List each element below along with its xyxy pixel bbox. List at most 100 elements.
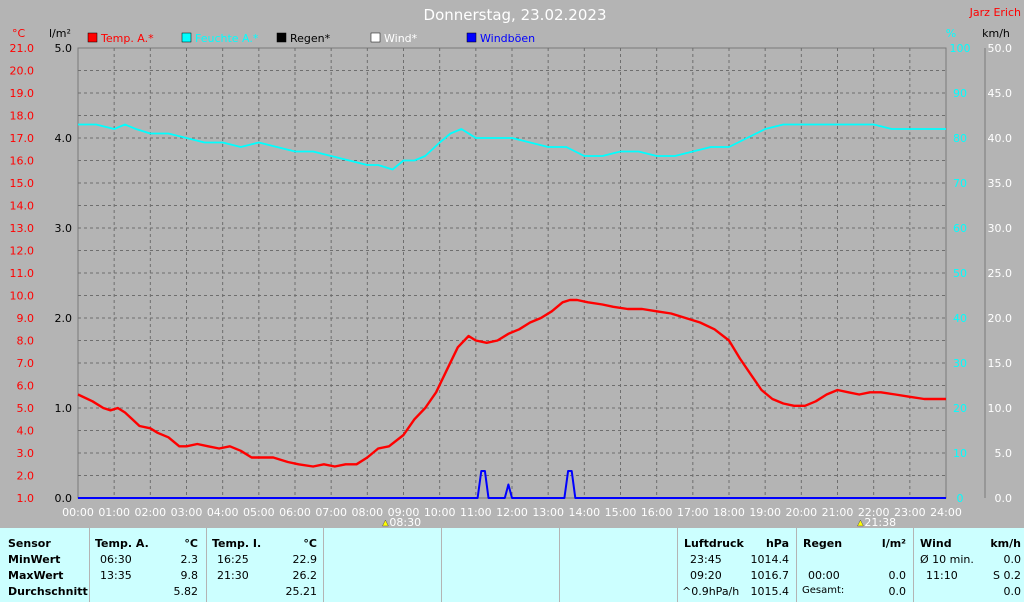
humidity-tick-label: 100: [950, 42, 971, 55]
x-tick-label: 17:00: [677, 506, 709, 519]
rain-tick-label: 4.0: [55, 132, 73, 145]
pressure-unit: hPa: [765, 537, 789, 550]
rain-row2-value: 0.0: [888, 569, 907, 582]
stats-sensor-column: Sensor MinWert MaxWert Durchschnitt: [0, 528, 89, 602]
temp-tick-label: 15.0: [10, 177, 35, 190]
stats-max-label: MaxWert: [8, 569, 64, 582]
temp-unit-label: °C: [12, 27, 26, 40]
x-tick-label: 20:00: [785, 506, 817, 519]
legend-swatch: [466, 32, 477, 43]
wind-row2-value: S 0.2: [993, 569, 1021, 582]
temp-i-min-value: 22.9: [292, 553, 318, 566]
rain-tick-label: 0.0: [55, 492, 73, 505]
rain-tick-label: 1.0: [55, 402, 73, 415]
temp-tick-label: 19.0: [10, 87, 35, 100]
rain-header: Regen: [803, 537, 843, 550]
temp-tick-label: 17.0: [10, 132, 35, 145]
x-tick-label: 11:00: [460, 506, 492, 519]
wind-unit: km/h: [990, 537, 1021, 550]
x-tick-label: 10:00: [424, 506, 456, 519]
pressure-row3-value: 1015.4: [750, 585, 790, 598]
temp-i-max-time: 21:30: [217, 569, 249, 582]
rain-row2-time: 00:00: [808, 569, 840, 582]
x-tick-label: 16:00: [641, 506, 673, 519]
temp-tick-label: 3.0: [17, 447, 35, 460]
pressure-row2-value: 1016.7: [750, 569, 790, 582]
legend: Temp. A.* Feuchte A.* Regen* Wind* Windböen: [87, 32, 535, 45]
x-tick-label: 21:00: [822, 506, 854, 519]
pressure-header: Luftdruck: [684, 537, 744, 550]
wind-tick-label: 10.0: [988, 402, 1013, 415]
temp-tick-label: 18.0: [10, 110, 35, 123]
legend-swatch: [87, 32, 98, 43]
legend-label: Feuchte A.*: [195, 32, 259, 45]
temp-tick-label: 21.0: [10, 42, 35, 55]
x-tick-label: 00:00: [62, 506, 94, 519]
humidity-tick-label: 20: [953, 402, 967, 415]
sunset-time: 21:38: [864, 516, 896, 528]
station-name: Jarz Erich: [969, 6, 1021, 19]
temp-tick-label: 2.0: [17, 470, 35, 483]
chart-title: Donnerstag, 23.02.2023: [424, 6, 607, 24]
humidity-unit-label: %: [946, 27, 956, 40]
x-tick-label: 12:00: [496, 506, 528, 519]
x-tick-label: 13:00: [532, 506, 564, 519]
rain-unit: l/m²: [881, 537, 906, 550]
temp-a-header: Temp. A.: [95, 537, 149, 550]
wind-tick-label: 5.0: [995, 447, 1013, 460]
x-tick-label: 22:00: [858, 506, 890, 519]
temp-tick-label: 11.0: [10, 267, 35, 280]
temp-a-max-time: 13:35: [100, 569, 132, 582]
x-tick-label: 23:00: [894, 506, 926, 519]
stats-panel: Sensor MinWert MaxWert Durchschnitt Temp…: [0, 528, 1024, 602]
x-tick-label: 04:00: [207, 506, 239, 519]
legend-label: Regen*: [290, 32, 331, 45]
wind-row2-time: 11:10: [926, 569, 958, 582]
x-tick-label: 07:00: [315, 506, 347, 519]
legend-swatch: [276, 32, 287, 43]
sunrise-icon: [382, 519, 389, 527]
temp-tick-label: 10.0: [10, 290, 35, 303]
stats-temp-a-column: Temp. A. °C 06:30 2.3 13:35 9.8 5.82: [90, 528, 206, 602]
stats-pressure-column: Luftdruck hPa 23:45 1014.4 09:20 1016.7 …: [678, 528, 796, 602]
temp-a-unit: °C: [184, 537, 198, 550]
x-tick-label: 14:00: [568, 506, 600, 519]
rain-total-value: 0.0: [888, 585, 907, 598]
temp-i-max-value: 26.2: [292, 569, 318, 582]
wind-tick-label: 45.0: [988, 87, 1013, 100]
rain-tick-label: 5.0: [55, 42, 73, 55]
rain-tick-label: 3.0: [55, 222, 73, 235]
legend-label: Windböen: [480, 32, 535, 45]
humidity-tick-label: 60: [953, 222, 967, 235]
temp-tick-label: 12.0: [10, 245, 35, 258]
humidity-tick-label: 0: [957, 492, 964, 505]
pressure-row2-time: 09:20: [690, 569, 722, 582]
wind-tick-label: 30.0: [988, 222, 1013, 235]
temp-tick-label: 20.0: [10, 65, 35, 78]
temp-a-max-value: 9.8: [180, 569, 199, 582]
humidity-tick-label: 50: [953, 267, 967, 280]
temp-tick-label: 14.0: [10, 200, 35, 213]
wind-tick-label: 25.0: [988, 267, 1013, 280]
wind-header: Wind: [920, 537, 952, 550]
series-layer: [77, 123, 946, 499]
sunset-icon: [857, 519, 864, 527]
temp-tick-label: 9.0: [17, 312, 35, 325]
humidity-tick-label: 80: [953, 132, 967, 145]
humidity-tick-label: 40: [953, 312, 967, 325]
temp-i-header: Temp. I.: [212, 537, 262, 550]
x-tick-label: 08:00: [351, 506, 383, 519]
wind-row1-label: Ø 10 min.: [920, 553, 974, 566]
wind-tick-label: 50.0: [988, 42, 1013, 55]
x-tick-label: 03:00: [171, 506, 203, 519]
x-tick-label: 24:00: [930, 506, 962, 519]
stats-avg-label: Durchschnitt: [8, 585, 88, 598]
temp-tick-label: 8.0: [17, 335, 35, 348]
x-tick-label: 18:00: [713, 506, 745, 519]
stats-sensor-header: Sensor: [8, 537, 51, 550]
legend-swatch: [370, 32, 381, 43]
rain-tick-label: 2.0: [55, 312, 73, 325]
temp-tick-label: 5.0: [17, 402, 35, 415]
temp-i-min-time: 16:25: [217, 553, 249, 566]
wind-unit-label: km/h: [982, 27, 1010, 40]
